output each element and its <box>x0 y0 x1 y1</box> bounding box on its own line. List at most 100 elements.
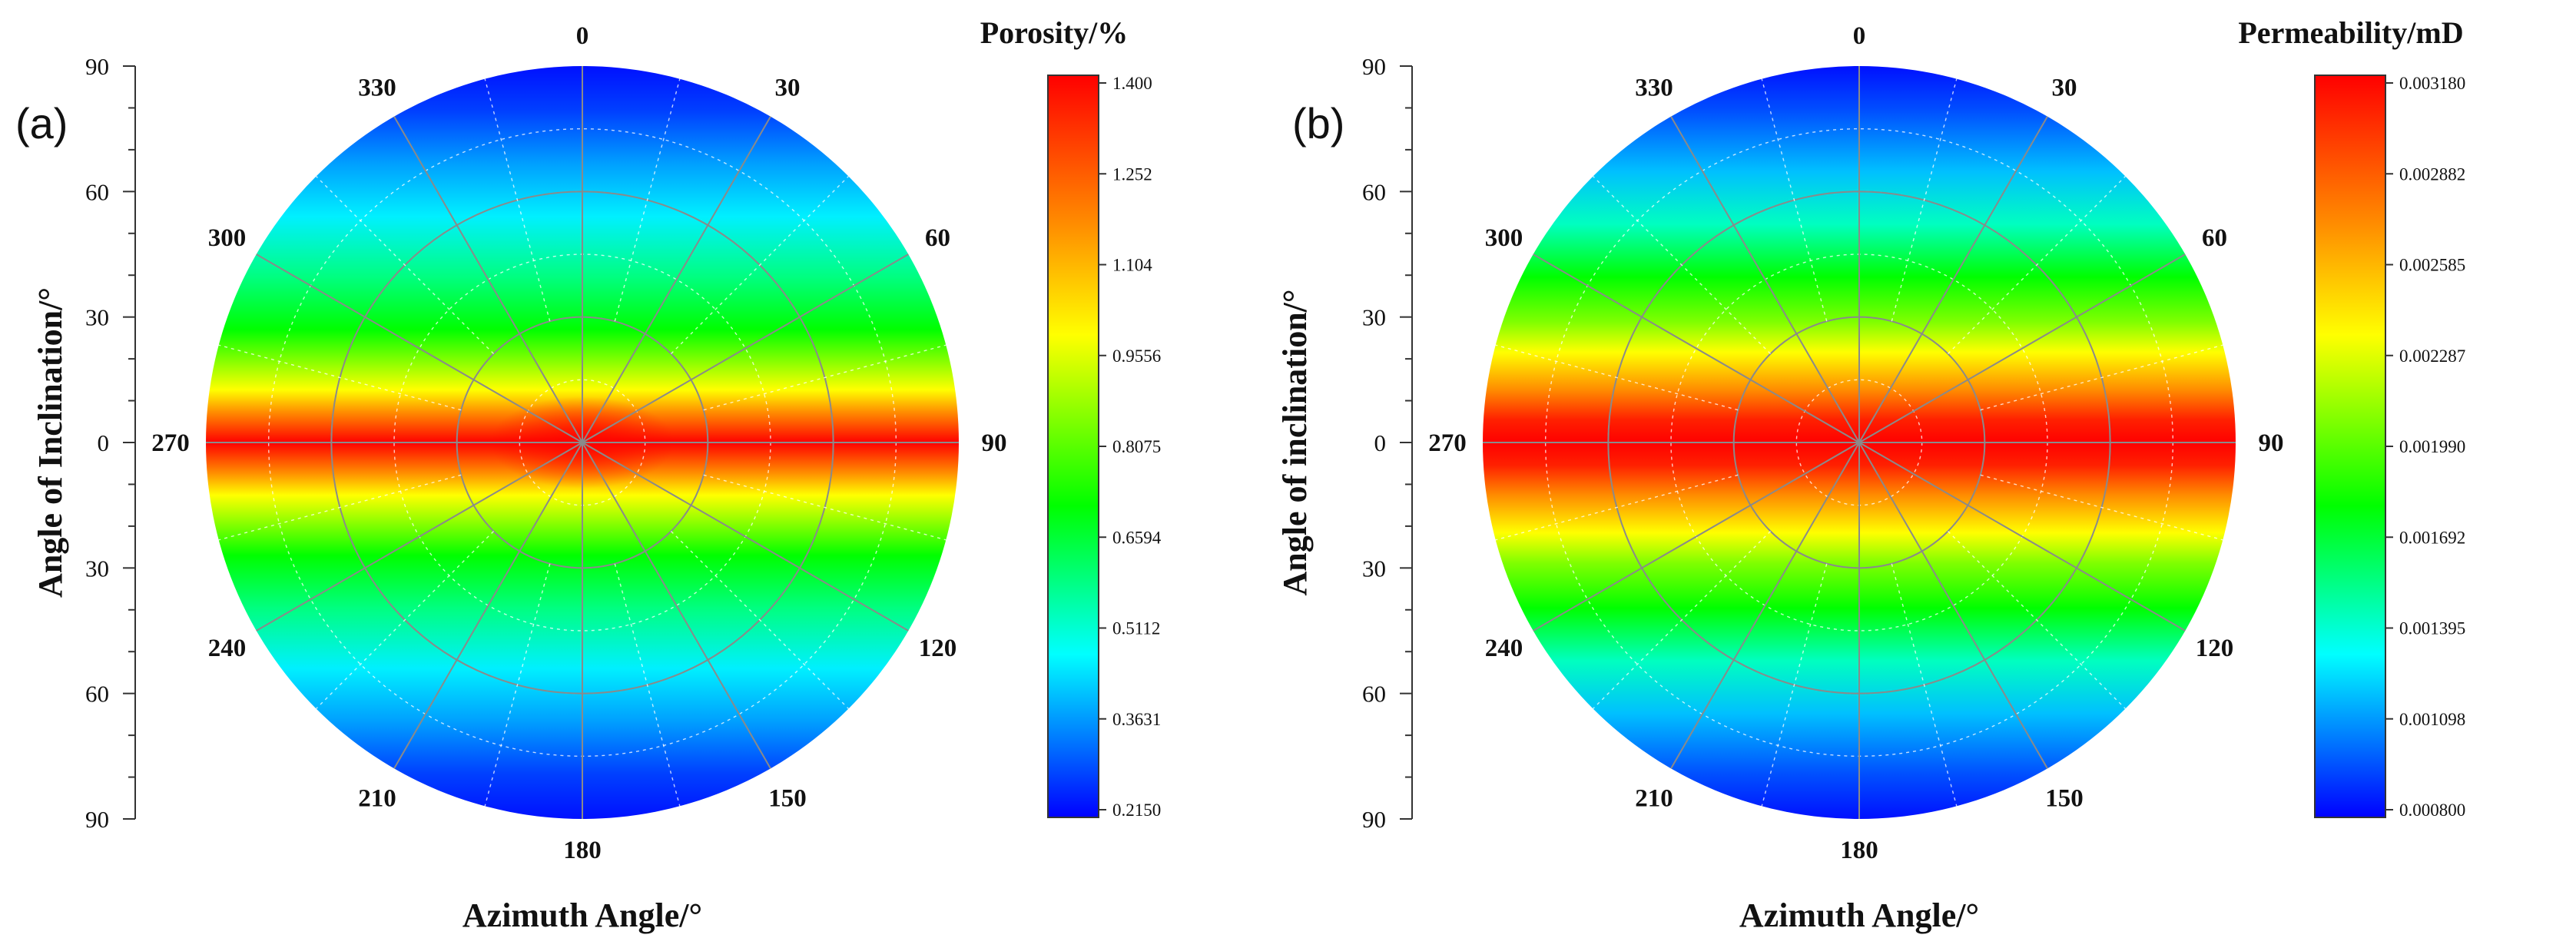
azimuth-spoke <box>1858 442 2186 631</box>
minor-spoke <box>614 563 681 807</box>
colorbar-tick-label: 0.002585 <box>2399 256 2465 275</box>
azimuth-spoke <box>1533 254 1860 443</box>
azimuth-label: 270 <box>151 429 190 457</box>
inclination-tick-label: 0 <box>1374 429 1387 456</box>
colorbar-tick-label: 0.3631 <box>1112 710 1161 729</box>
minor-spoke <box>484 78 551 322</box>
inclination-tick-label: 60 <box>1362 178 1386 205</box>
colorbar-tick-label: 0.002882 <box>2399 164 2465 184</box>
azimuth-spoke <box>256 442 583 631</box>
azimuth-label: 0 <box>1853 22 1866 50</box>
azimuth-label: 60 <box>925 224 950 252</box>
minor-spoke <box>614 78 681 322</box>
colorbar-tick-label: 0.002287 <box>2399 346 2465 366</box>
azimuth-label: 300 <box>1485 224 1523 252</box>
panel-permeability: 0306090120150180210240270300330906030030… <box>1276 15 2465 934</box>
y-axis-title: Angle of Inclination/° <box>31 287 69 598</box>
azimuth-spoke <box>1858 116 2048 443</box>
minor-spoke <box>1761 78 1828 322</box>
azimuth-label: 0 <box>576 22 589 50</box>
colorbar-title: Porosity/% <box>980 15 1129 50</box>
azimuth-label: 30 <box>2052 75 2077 102</box>
minor-spoke <box>1761 563 1828 807</box>
y-axis-title: Angle of inclination/° <box>1276 290 1314 596</box>
azimuth-label: 120 <box>2196 635 2234 662</box>
azimuth-label: 180 <box>563 837 602 864</box>
azimuth-label: 90 <box>982 429 1007 457</box>
azimuth-label: 150 <box>768 784 807 812</box>
colorbar-title: Permeability/mD <box>2238 15 2463 50</box>
colorbar-tick-label: 0.001098 <box>2399 710 2465 729</box>
azimuth-label: 150 <box>2045 784 2084 812</box>
inclination-tick-label: 90 <box>1362 806 1386 833</box>
inclination-tick-label: 90 <box>85 806 109 833</box>
azimuth-label: 330 <box>1635 75 1673 102</box>
permeability-polar-grid <box>1483 66 2236 819</box>
minor-spoke <box>1947 530 2126 709</box>
azimuth-spoke <box>1670 116 1860 443</box>
azimuth-spoke <box>256 254 583 443</box>
minor-spoke <box>1947 176 2126 355</box>
colorbar-tick-label: 0.001990 <box>2399 437 2465 456</box>
panel-porosity: 0306090120150180210240270300330906030030… <box>15 15 1162 934</box>
azimuth-spoke <box>582 254 909 443</box>
inclination-tick-label: 30 <box>1362 555 1386 582</box>
azimuth-spoke <box>582 442 771 769</box>
permeability-colorbar: 0.003180 0.002882 0.002585 0.002287 0.001990… <box>2238 15 2465 820</box>
inclination-tick-label: 60 <box>85 681 109 708</box>
azimuth-label: 210 <box>1635 784 1673 812</box>
inclination-tick-label: 30 <box>85 555 109 582</box>
inclination-tick-label: 60 <box>85 178 109 205</box>
minor-spoke <box>316 530 495 709</box>
panel-label: (b) <box>1292 99 1344 148</box>
minor-spoke <box>1593 530 1772 709</box>
azimuth-spoke <box>582 442 909 631</box>
colorbar-tick-label: 1.400 <box>1112 74 1152 93</box>
inclination-tick-label: 30 <box>1362 304 1386 331</box>
azimuth-label: 240 <box>208 635 247 662</box>
colorbar-tick-label: 0.8075 <box>1112 437 1161 456</box>
colorbar-tick-label: 0.9556 <box>1112 346 1161 366</box>
azimuth-label: 330 <box>358 75 396 102</box>
inclination-tick-label: 90 <box>85 53 109 80</box>
porosity-colorbar: 1.400 1.252 1.104 0.9556 0.8075 0.6594 0.5112 0… <box>980 15 1162 820</box>
inclination-tick-label: 90 <box>1362 53 1386 80</box>
porosity-polar-grid <box>206 66 959 819</box>
colorbar-tick-label: 0.2150 <box>1112 800 1161 820</box>
azimuth-label: 30 <box>775 75 801 102</box>
minor-spoke <box>703 344 947 411</box>
azimuth-label: 90 <box>2259 429 2284 457</box>
azimuth-spoke <box>1533 442 1860 631</box>
minor-spoke <box>1980 474 2223 541</box>
minor-spoke <box>1891 563 1958 807</box>
minor-spoke <box>703 474 947 541</box>
azimuth-spoke <box>1858 442 2048 769</box>
minor-spoke <box>1495 474 1739 541</box>
azimuth-label: 300 <box>208 224 247 252</box>
azimuth-label: 120 <box>919 635 957 662</box>
azimuth-spoke <box>582 116 771 443</box>
minor-spoke <box>670 176 849 355</box>
azimuth-label: 60 <box>2202 224 2227 252</box>
azimuth-label: 270 <box>1428 429 1467 457</box>
colorbar-tick-label: 0.000800 <box>2399 800 2465 820</box>
azimuth-spoke <box>1670 442 1860 769</box>
azimuth-spoke <box>393 442 583 769</box>
minor-spoke <box>316 176 495 355</box>
colorbar-tick-label: 0.003180 <box>2399 74 2465 93</box>
minor-spoke <box>218 344 462 411</box>
colorbar-tick-label: 0.001692 <box>2399 528 2465 547</box>
minor-spoke <box>1891 78 1958 322</box>
azimuth-label: 210 <box>358 784 396 812</box>
azimuth-label: 240 <box>1485 635 1523 662</box>
colorbar-tick-label: 0.5112 <box>1112 619 1160 638</box>
colorbar-tick-label: 1.252 <box>1112 164 1152 184</box>
azimuth-spoke <box>1858 254 2186 443</box>
colorbar-tick-label: 1.104 <box>1112 256 1152 275</box>
azimuth-label: 180 <box>1840 837 1878 864</box>
panel-label: (a) <box>15 99 68 148</box>
inclination-tick-label: 60 <box>1362 681 1386 708</box>
minor-spoke <box>1980 344 2223 411</box>
colorbar-tick-label: 0.6594 <box>1112 528 1162 547</box>
